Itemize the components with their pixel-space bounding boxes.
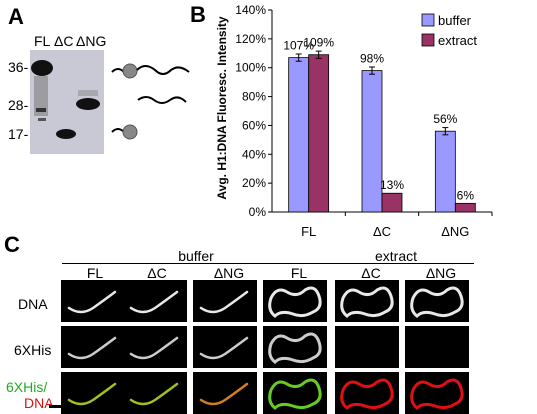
bar-buffer [288,57,310,213]
x-tick-label: FL [301,224,316,239]
micrograph-merge-extract-dng [405,372,469,414]
lane-label-fl: FL [34,33,51,49]
band-fl [31,60,53,76]
data-label: 6% [457,188,475,202]
panel-c-letter: C [4,232,20,257]
micrograph-merge-buffer-dng [193,372,257,414]
group-line-extract [264,263,474,264]
micrograph-6xhis-buffer-dc [123,326,187,368]
y-axis-label: Avg. H1:DNA Fluoresc. Intensity [215,16,229,199]
data-label: 109% [303,36,334,50]
col-label-buffer-dng: ΔNG [213,265,245,281]
micrograph-dna-buffer-fl [61,280,125,322]
micrograph-dna-extract-dc [335,280,399,322]
col-label-extract-fl: FL [290,265,308,281]
legend-swatch-extract [421,33,435,47]
micrograph-merge-buffer-dc [123,372,187,414]
y-tick-label: 20% [242,176,266,190]
data-label: 98% [360,52,384,66]
col-label-extract-dc: ΔC [361,265,381,281]
fl-construct-icon [111,63,190,79]
y-tick-label: 80% [242,90,266,104]
band-dc [56,129,76,139]
scale-bar [49,405,75,408]
micrograph-dna-buffer-dng [193,280,257,322]
lane-label-dng: ΔNG [76,33,107,49]
data-label: 107% [283,39,314,53]
micrograph-6xhis-extract-fl [263,326,327,368]
micrograph-6xhis-buffer-fl [61,326,125,368]
micrograph-merge-extract-fl [263,372,327,414]
group-line-buffer [62,263,264,264]
micrograph-dna-extract-dng [405,280,469,322]
legend-label-extract: extract [438,33,477,48]
construct-schematics [111,63,190,140]
y-tick-label: 60% [242,118,266,132]
bar-chart: Avg. H1:DNA Fluoresc. Intensity 0% 20% 40%… [215,3,493,239]
group-label-extract: extract [374,248,417,264]
micrograph-6xhis-extract-dng [405,326,469,368]
x-tick-label: ΔC [373,224,391,239]
legend-label-buffer: buffer [438,13,472,28]
micrograph-dna-buffer-dc [123,280,187,322]
panel-b-letter: B [190,2,206,27]
mw-marker-36: 36- [8,59,29,75]
micrograph-grid [49,280,475,414]
mw-marker-28: 28- [8,97,29,113]
row-label-dna: DNA [18,296,48,312]
data-label: 56% [433,112,457,126]
micrograph-dna-extract-fl [263,280,327,322]
x-tick-label: ΔNG [441,224,469,239]
col-label-buffer-fl: FL [86,265,104,281]
y-tick-label: 40% [242,147,266,161]
y-tick-label: 120% [235,32,266,46]
mw-marker-17: 17- [8,126,29,142]
gel-bands [31,60,100,139]
micrograph-6xhis-buffer-dng [193,326,257,368]
band-dng [76,98,100,110]
group-label-buffer: buffer [178,248,214,264]
band-fl-smear [34,76,48,116]
sds-page-gel [30,50,104,154]
panel-a-letter: A [8,4,24,29]
y-tick-label: 140% [235,3,266,17]
micrograph-6xhis-extract-dc [335,326,399,368]
micrograph-merge-extract-dc [335,372,399,414]
row-label-6xhis: 6XHis [14,342,52,358]
y-tick-label: 0% [249,205,267,219]
dng-construct-icon [137,96,187,104]
data-label: 13% [380,178,404,192]
bar-extract [381,192,403,213]
bar-extract [454,202,476,213]
y-tick-label: 100% [235,61,266,75]
row-label-merge-bottom: DNA [24,395,54,411]
col-label-buffer-dc: ΔC [147,265,167,281]
col-label-extract-dng: ΔNG [425,265,457,281]
bar-buffer [434,130,456,213]
lane-label-dc: ΔC [54,33,74,49]
bar-extract [308,54,330,213]
dc-construct-icon [111,124,138,140]
row-label-merge-top: 6XHis/ [6,379,48,395]
legend-swatch-buffer [421,13,435,27]
